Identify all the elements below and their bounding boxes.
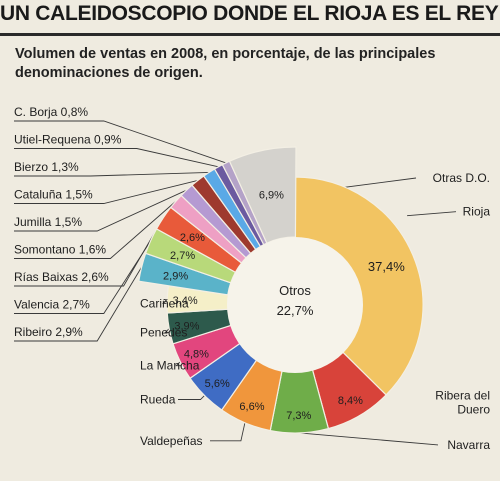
name-label-rueda: Rueda bbox=[140, 393, 176, 407]
name-label-la-mancha: La Mancha bbox=[140, 359, 200, 373]
name-label-jumilla: Jumilla 1,5% bbox=[14, 215, 82, 229]
value-label-rueda: 5,6% bbox=[205, 378, 230, 390]
value-label-ribera-del-duero: 8,4% bbox=[338, 395, 363, 407]
name-label-carinena: Cariñena bbox=[140, 296, 189, 310]
value-label-rioja: 37,4% bbox=[368, 259, 405, 274]
name-label-somontano: Somontano 1,6% bbox=[14, 243, 106, 257]
value-label-carinena: 3,4% bbox=[173, 295, 198, 307]
value-label-ribeiro: 2,9% bbox=[163, 271, 188, 283]
name-label-bierzo: Bierzo 1,3% bbox=[14, 160, 79, 174]
name-label-ribera-del-duero-1: Ribera del bbox=[435, 389, 490, 403]
value-label-valencia: 2,7% bbox=[170, 250, 195, 262]
name-label-rioja: Rioja bbox=[463, 205, 491, 219]
chart-subtitle: Volumen de ventas en 2008, en porcentaje… bbox=[15, 46, 436, 81]
center-label-name: Otros bbox=[279, 283, 311, 298]
pie-slice-otras-d-o bbox=[228, 146, 297, 244]
name-label-ribera-del-duero-2: Duero bbox=[457, 403, 490, 417]
leader-line-cataluna bbox=[14, 180, 198, 204]
name-label-valdepenas: Valdepeñas bbox=[140, 434, 203, 448]
leader-line-somontano bbox=[14, 200, 177, 259]
leader-line-valdepenas bbox=[210, 422, 246, 442]
center-hole bbox=[227, 237, 363, 373]
name-label-c-borja: C. Borja 0,8% bbox=[14, 105, 88, 119]
leader-line-rioja bbox=[407, 211, 457, 217]
name-label-ribeiro: Ribeiro 2,9% bbox=[14, 325, 83, 339]
leader-line-jumilla bbox=[14, 189, 187, 232]
leader-line-rias-baixas bbox=[14, 217, 164, 287]
value-label-rias-baixas: 2,6% bbox=[180, 232, 205, 244]
leader-line-utiel-requena bbox=[14, 148, 219, 168]
leader-line-valencia bbox=[14, 240, 151, 314]
name-label-valencia: Valencia 2,7% bbox=[14, 298, 90, 312]
name-label-navarra: Navarra bbox=[447, 438, 490, 452]
value-label-la-mancha: 4,8% bbox=[184, 349, 209, 361]
value-label-navarra: 7,3% bbox=[286, 410, 311, 422]
center-label-value: 22,7% bbox=[277, 303, 314, 318]
leader-line-c-borja bbox=[14, 120, 227, 164]
chart-title: UN CALEIDOSCOPIO DONDE EL RIOJA ES EL RE… bbox=[0, 2, 499, 25]
leader-line-ribeiro bbox=[14, 266, 142, 342]
name-label-rias-baixas: Rías Baixas 2,6% bbox=[14, 270, 109, 284]
value-label-valdepenas: 6,6% bbox=[239, 401, 264, 413]
leader-line-rueda bbox=[178, 395, 205, 400]
name-label-cataluna: Cataluña 1,5% bbox=[14, 188, 93, 202]
leader-line-bierzo bbox=[14, 171, 210, 177]
name-label-penedes: Penedés bbox=[140, 326, 187, 340]
value-label-otras-d-o: 6,9% bbox=[259, 189, 284, 201]
value-label-penedes: 3,9% bbox=[174, 320, 199, 332]
name-label-utiel-requena: Utiel-Requena 0,9% bbox=[14, 133, 122, 147]
leader-line-navarra bbox=[299, 432, 439, 446]
title-rule bbox=[0, 33, 500, 36]
name-label-otras-d-o: Otras D.O. bbox=[433, 171, 490, 185]
